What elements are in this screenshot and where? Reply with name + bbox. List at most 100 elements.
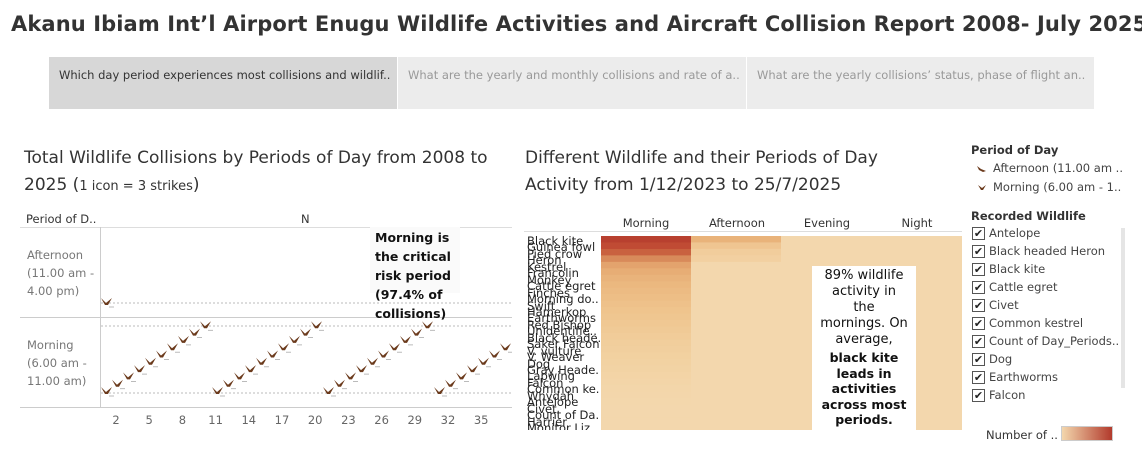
- checkbox-icon[interactable]: ✔: [972, 353, 985, 366]
- wildlife-label: Black kite: [527, 236, 584, 248]
- bird-icon: [123, 372, 136, 382]
- legend-period-morning-label: Morning (6.00 am - 1..: [993, 180, 1122, 194]
- left-chart-bottom-border: [20, 407, 512, 408]
- wildlife-label: Whydah: [527, 388, 575, 403]
- heatmap-cell: [601, 307, 691, 315]
- wildlife-filter-label: Antelope: [989, 226, 1041, 240]
- wildlife-filter-label: Falcon: [989, 388, 1026, 402]
- wildlife-label: Civet: [527, 401, 557, 416]
- heatmap-cell: [601, 255, 691, 263]
- checkbox-icon[interactable]: ✔: [972, 317, 985, 330]
- bird-icon: [278, 343, 291, 353]
- heatmap-cell: [601, 281, 691, 289]
- wildlife-labels: Black kite Guinea fowl Pied crow Heron Kestr…: [527, 236, 600, 430]
- heatmap-cell: [601, 300, 691, 308]
- wildlife-filter-item[interactable]: ✔ Black headed Heron: [972, 244, 1105, 258]
- tab-yearly-status[interactable]: What are the yearly collisions’ status, …: [747, 57, 1094, 109]
- wildlife-label: Unidentifie..: [527, 324, 597, 339]
- x-tick: 11: [208, 413, 223, 427]
- left-chart-note-close: ): [192, 175, 200, 195]
- wildlife-filter-item[interactable]: ✔ Common kestrel: [972, 316, 1083, 330]
- x-tick: 29: [407, 413, 423, 427]
- bird-icon: [311, 321, 324, 331]
- checkbox-icon[interactable]: ✔: [972, 227, 985, 240]
- bird-icon: [167, 343, 180, 353]
- legend-period-afternoon[interactable]: Afternoon (11.00 am ..: [975, 161, 1123, 175]
- wildlife-filter-item[interactable]: ✔ Count of Day_Periods..: [972, 334, 1119, 348]
- x-tick: 2: [112, 413, 120, 427]
- wildlife-filter-item[interactable]: ✔ Cattle egret: [972, 280, 1057, 294]
- wildlife-filter-item[interactable]: ✔ Antelope: [972, 226, 1040, 240]
- color-ramp: [1061, 426, 1113, 441]
- x-tick: 23: [341, 413, 356, 427]
- heatmap-cell: [601, 358, 691, 366]
- bird-icon: [189, 328, 202, 338]
- wl-annotation-b1: black kite: [829, 350, 899, 365]
- heatmap-cell: [601, 365, 691, 373]
- wildlife-label: Morning do..: [527, 292, 599, 307]
- heatmap-cell: [601, 423, 691, 430]
- bird-icon: [367, 357, 380, 368]
- bird-icon: [101, 298, 114, 308]
- bird-icon: [156, 350, 169, 360]
- heatmap-cell: [691, 255, 781, 262]
- wildlife-filter-item[interactable]: ✔ Earthworms: [972, 370, 1058, 384]
- wildlife-filter-item[interactable]: ✔ Dog: [972, 352, 1012, 366]
- wildlife-label: Monkey: [527, 272, 572, 287]
- legend-period-morning[interactable]: Morning (6.00 am - 1..: [975, 180, 1121, 194]
- heatmap-cell: [601, 261, 691, 269]
- wildlife-filter-item[interactable]: ✔ Civet: [972, 298, 1019, 312]
- heatmap-cell: [601, 404, 691, 412]
- bird-icon: [456, 372, 469, 382]
- left-chart-note: 1 icon = 3 strikes: [79, 179, 193, 194]
- heatmap-cell: [601, 339, 691, 347]
- bird-icon: [434, 387, 447, 397]
- tab-day-period[interactable]: Which day period experiences most collis…: [49, 57, 397, 109]
- filter-scrollbar[interactable]: [1121, 228, 1125, 388]
- wildlife-filter-item[interactable]: ✔ Black kite: [972, 262, 1045, 276]
- row-label-afternoon-2: (11.00 am -: [27, 266, 95, 280]
- checkbox-icon[interactable]: ✔: [972, 371, 985, 384]
- wildlife-filter-label: Civet: [989, 298, 1019, 312]
- wildlife-label: Monitor Liz..: [527, 421, 598, 430]
- row-label-morning-3: 11.00 am): [27, 374, 87, 388]
- tab-yearly-monthly[interactable]: What are the yearly and monthly collisio…: [398, 57, 746, 109]
- heatmap-cell: [601, 378, 691, 386]
- col-header-morning: Morning: [622, 216, 670, 230]
- wildlife-filter-item[interactable]: ✔ Falcon: [972, 388, 1025, 402]
- bird-icon: [234, 372, 247, 382]
- x-tick: 35: [473, 413, 489, 427]
- legend-period-afternoon-label: Afternoon (11.00 am ..: [993, 161, 1123, 175]
- checkbox-icon[interactable]: ✔: [972, 299, 985, 312]
- bird-icon: [101, 387, 114, 397]
- checkbox-icon[interactable]: ✔: [972, 281, 985, 294]
- right-chart-title: Different Wildlife and their Periods of …: [525, 145, 965, 199]
- wildlife-annotation: 89% wildlife activity in the mornings. O…: [812, 266, 916, 430]
- wildlife-filter-list[interactable]: ✔ Antelope ✔ Black headed Heron ✔ Black kite ✔…: [972, 226, 1137, 406]
- wildlife-filter-label: Black kite: [989, 262, 1046, 276]
- row-header: Period of D..: [26, 212, 97, 226]
- col-header-evening: Evening: [803, 216, 851, 230]
- bird-icon: [400, 335, 413, 346]
- checkbox-icon[interactable]: ✔: [972, 335, 985, 348]
- wildlife-label: Common ke..: [527, 382, 600, 397]
- checkbox-icon[interactable]: ✔: [972, 245, 985, 258]
- right-chart-title-line2: Activity from 1/12/2023 to 25/7/2025: [525, 175, 842, 195]
- legend-wildlife-title: Recorded Wildlife: [971, 209, 1086, 223]
- bird-icon: [422, 321, 435, 331]
- annotation-line-4: (97.4% of: [375, 287, 443, 302]
- wildlife-label: Black heade..: [527, 330, 600, 345]
- heatmap-cell: [601, 268, 691, 276]
- checkbox-icon[interactable]: ✔: [972, 263, 985, 276]
- wildlife-label: Count of Da..: [527, 408, 600, 423]
- col-header-night: Night: [901, 216, 933, 230]
- wildlife-label: Finches: [527, 285, 570, 300]
- left-chart-title-text: Total Wildlife Collisions by Periods of …: [24, 148, 488, 195]
- heatmap-cell: [601, 320, 691, 328]
- dashboard-title: Akanu Ibiam Int’l Airport Enugu Wildlife…: [11, 12, 1142, 36]
- row-label-afternoon: Afternoon (11.00 am - 4.00 pm): [27, 246, 94, 300]
- checkbox-icon[interactable]: ✔: [972, 389, 985, 402]
- wildlife-label: V. vulture: [527, 343, 582, 358]
- wildlife-label: Gray Heade..: [527, 363, 600, 377]
- bird-icon: [145, 357, 158, 368]
